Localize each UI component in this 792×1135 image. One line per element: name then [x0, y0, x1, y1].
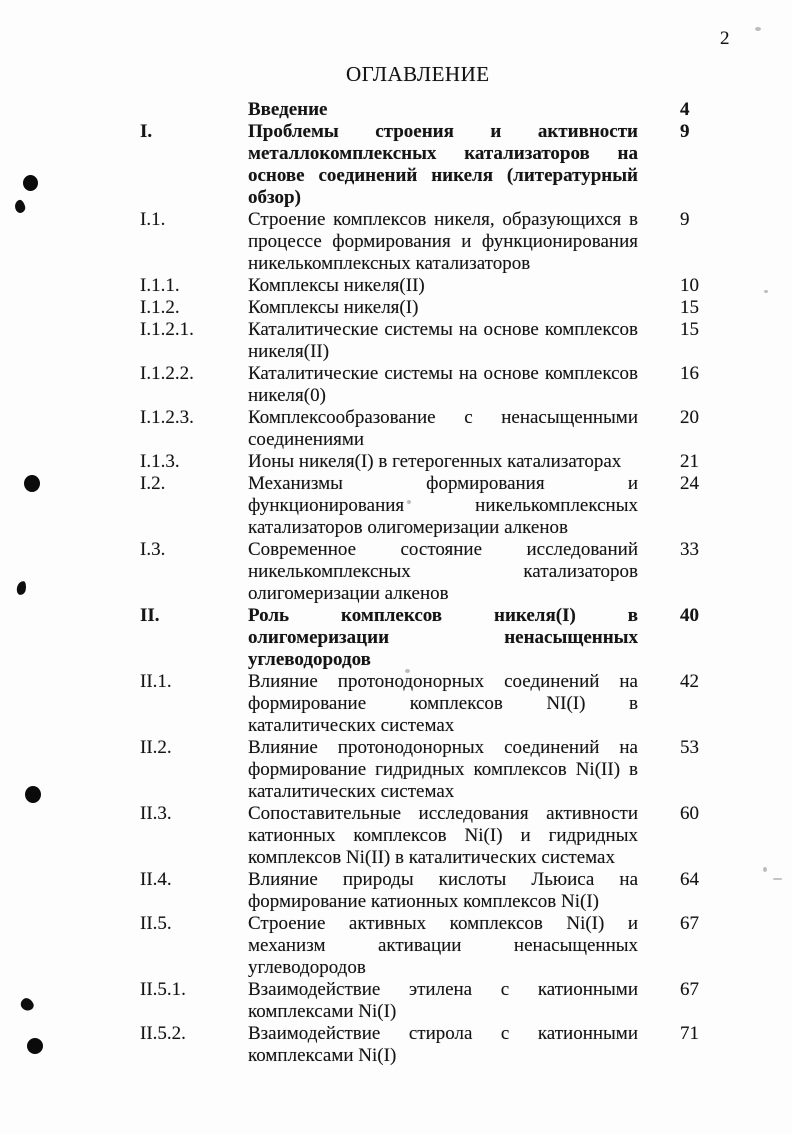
ink-spot-artifact [24, 475, 40, 492]
toc-entry: I.3. Современное состояние исследований н… [140, 539, 702, 605]
toc-entry-page: 64 [680, 869, 699, 890]
toc-entry: I.1.2.2. Каталитические системы на основе… [140, 363, 702, 407]
toc-entry-title: Взаимодействие этилена с катионными комп… [248, 979, 638, 1022]
toc-entry-title: Комплексообразование с ненасыщенными сое… [248, 407, 638, 450]
toc-entry-title: Влияние протонодонорных соединений на фо… [248, 737, 638, 802]
toc-entry-number: II.1. [140, 671, 172, 692]
toc-entry-title: Введение [248, 99, 328, 120]
toc-entry-page: 20 [680, 407, 699, 428]
toc-entry-title: Сопоставительные исследования активности… [248, 803, 638, 868]
page-title: ОГЛАВЛЕНИЕ [346, 62, 490, 86]
toc-entry-title: Взаимодействие стирола с катионными комп… [248, 1023, 638, 1066]
toc-entry-page: 9 [680, 209, 690, 230]
toc-entry-number: I.1. [140, 209, 166, 230]
toc-entry-title: Строение комплексов никеля, образующихся… [248, 209, 638, 274]
toc-entry: I.2. Механизмы формирования и функциониро… [140, 473, 702, 539]
scan-mark-artifact [764, 290, 768, 293]
ink-speck-artifact [15, 580, 28, 596]
toc-entry-page: 42 [680, 671, 699, 692]
toc-entry: I.1.2.1. Каталитические системы на основе… [140, 319, 702, 363]
toc-entry-number: I.3. [140, 539, 166, 560]
toc-entry: I.1.2. Комплексы никеля(I) 15 [140, 297, 702, 319]
toc-entry-page: 67 [680, 979, 699, 1000]
toc-entry-page: 21 [680, 451, 699, 472]
toc-entry-page: 4 [680, 99, 690, 120]
toc-entry: II.2. Влияние протонодонорных соединений … [140, 737, 702, 803]
toc-entry: II.4. Влияние природы кислоты Льюиса на ф… [140, 869, 702, 913]
toc-entry: II.5.2. Взаимодействие стирола с катионны… [140, 1023, 702, 1067]
toc-entry-title: Современное состояние исследований никел… [248, 539, 638, 604]
toc-entry-page: 33 [680, 539, 699, 560]
ink-spot-artifact [27, 1038, 43, 1054]
toc-entry-number: II.5.2. [140, 1023, 186, 1044]
toc-entry-page: 40 [680, 605, 699, 626]
toc-entry-number: II.5.1. [140, 979, 186, 1000]
toc-entry-number: II.2. [140, 737, 172, 758]
toc-entry-page: 15 [680, 319, 699, 340]
toc-entry: II.5. Строение активных комплексов Ni(I) … [140, 913, 702, 979]
toc-entry-page: 16 [680, 363, 699, 384]
toc-entry-number: I.1.2. [140, 297, 180, 318]
toc-entry-page: 10 [680, 275, 699, 296]
toc-entry-title: Строение активных комплексов Ni(I) и мех… [248, 913, 638, 978]
toc-entry-title: Комплексы никеля(I) [248, 297, 419, 318]
toc-entry-page: 9 [680, 121, 690, 142]
toc-entry-number: I.1.3. [140, 451, 180, 472]
toc-entry: I.1.2.3. Комплексообразование с ненасыщен… [140, 407, 702, 451]
page-number: 2 [720, 28, 730, 49]
toc-entry-title: Проблемы строения и активности металлоко… [248, 121, 638, 208]
toc-entry: II.5.1. Взаимодействие этилена с катионны… [140, 979, 702, 1023]
toc-entry-title: Ионы никеля(I) в гетерогенных катализато… [248, 451, 622, 472]
toc-entry-page: 15 [680, 297, 699, 318]
toc-entry-title: Влияние протонодонорных соединений на фо… [248, 671, 638, 736]
ink-speck-artifact [18, 995, 36, 1014]
scan-mark-artifact [755, 27, 761, 31]
toc-entry: II. Роль комплексов никеля(I) в олигомери… [140, 605, 702, 671]
toc-entry: I.1. Строение комплексов никеля, образующ… [140, 209, 702, 275]
scan-mark-artifact [407, 500, 411, 504]
table-of-contents: Введение 4 I. Проблемы строения и активност… [140, 99, 702, 1067]
toc-entry: Введение 4 [140, 99, 702, 121]
toc-entry-page: 71 [680, 1023, 699, 1044]
toc-entry-number: II. [140, 605, 160, 626]
scan-mark-artifact [773, 878, 782, 880]
ink-speck-artifact [13, 198, 27, 215]
toc-entry: II.1. Влияние протонодонорных соединений … [140, 671, 702, 737]
toc-entry-number: I. [140, 121, 153, 142]
toc-entry: I.1.1. Комплексы никеля(II) 10 [140, 275, 702, 297]
toc-entry-number: I.2. [140, 473, 166, 494]
toc-entry-title: Каталитические системы на основе комплек… [248, 363, 638, 406]
toc-entry-number: II.4. [140, 869, 172, 890]
toc-entry-page: 67 [680, 913, 699, 934]
toc-entry-number: I.1.1. [140, 275, 180, 296]
toc-entry-page: 53 [680, 737, 699, 758]
scan-mark-artifact [405, 669, 410, 673]
toc-entry-number: II.3. [140, 803, 172, 824]
toc-entry-title: Влияние природы кислоты Льюиса на формир… [248, 869, 638, 912]
toc-entry-number: I.1.2.1. [140, 319, 194, 340]
toc-entry-title: Каталитические системы на основе комплек… [248, 319, 638, 362]
toc-entry-page: 24 [680, 473, 699, 494]
toc-entry-page: 60 [680, 803, 699, 824]
toc-entry-title: Механизмы формирования и функционировани… [248, 473, 638, 538]
toc-entry-number: I.1.2.2. [140, 363, 194, 384]
toc-entry-number: II.5. [140, 913, 172, 934]
toc-entry-title: Комплексы никеля(II) [248, 275, 425, 296]
toc-entry: I.1.3. Ионы никеля(I) в гетерогенных ката… [140, 451, 702, 473]
toc-entry-number: I.1.2.3. [140, 407, 194, 428]
ink-spot-artifact [25, 786, 41, 803]
ink-spot-artifact [23, 175, 38, 191]
toc-entry: II.3. Сопоставительные исследования актив… [140, 803, 702, 869]
toc-entry: I. Проблемы строения и активности металло… [140, 121, 702, 209]
scan-mark-artifact [763, 867, 767, 872]
toc-entry-title: Роль комплексов никеля(I) в олигомеризац… [248, 605, 638, 670]
